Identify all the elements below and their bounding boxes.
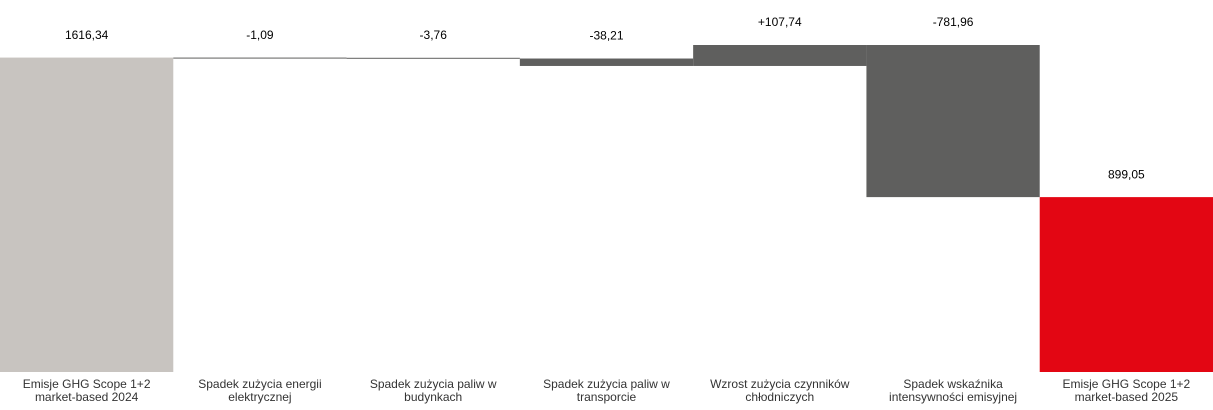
x-tick-label: Spadek wskaźnika intensywności emisyjnej <box>889 377 1018 404</box>
x-tick-label: Emisje GHG Scope 1+2 market-based 2024 <box>22 377 151 404</box>
x-tick-label: Spadek zużycia energii elektrycznej <box>198 377 322 404</box>
bar <box>693 45 867 66</box>
bar <box>173 57 347 59</box>
data-label: -781,96 <box>933 15 974 29</box>
bar <box>1039 197 1213 372</box>
bar <box>0 57 174 373</box>
chart: 1616,34 -1,09 -3,76 -38,21 +107,74 -781,96 899… <box>0 15 1213 373</box>
data-label: 1616,34 <box>65 28 109 42</box>
data-label: -3,76 <box>420 28 448 42</box>
data-label: +107,74 <box>758 15 802 29</box>
x-tick-label: Spadek zużycia paliw w budynkach <box>369 377 497 404</box>
bar <box>866 45 1040 198</box>
bar <box>346 57 520 59</box>
x-tick-label: Emisje GHG Scope 1+2 market-based 2025 <box>1062 377 1191 404</box>
x-tick-label: Wzrost zużycia czynników chłodniczych <box>710 377 850 404</box>
data-label: -1,09 <box>246 28 274 42</box>
data-label: -38,21 <box>589 29 623 43</box>
x-tick-label: Spadek zużycia paliw w transporcie <box>543 377 670 404</box>
data-label: 899,05 <box>1108 167 1145 181</box>
bar <box>519 58 694 66</box>
